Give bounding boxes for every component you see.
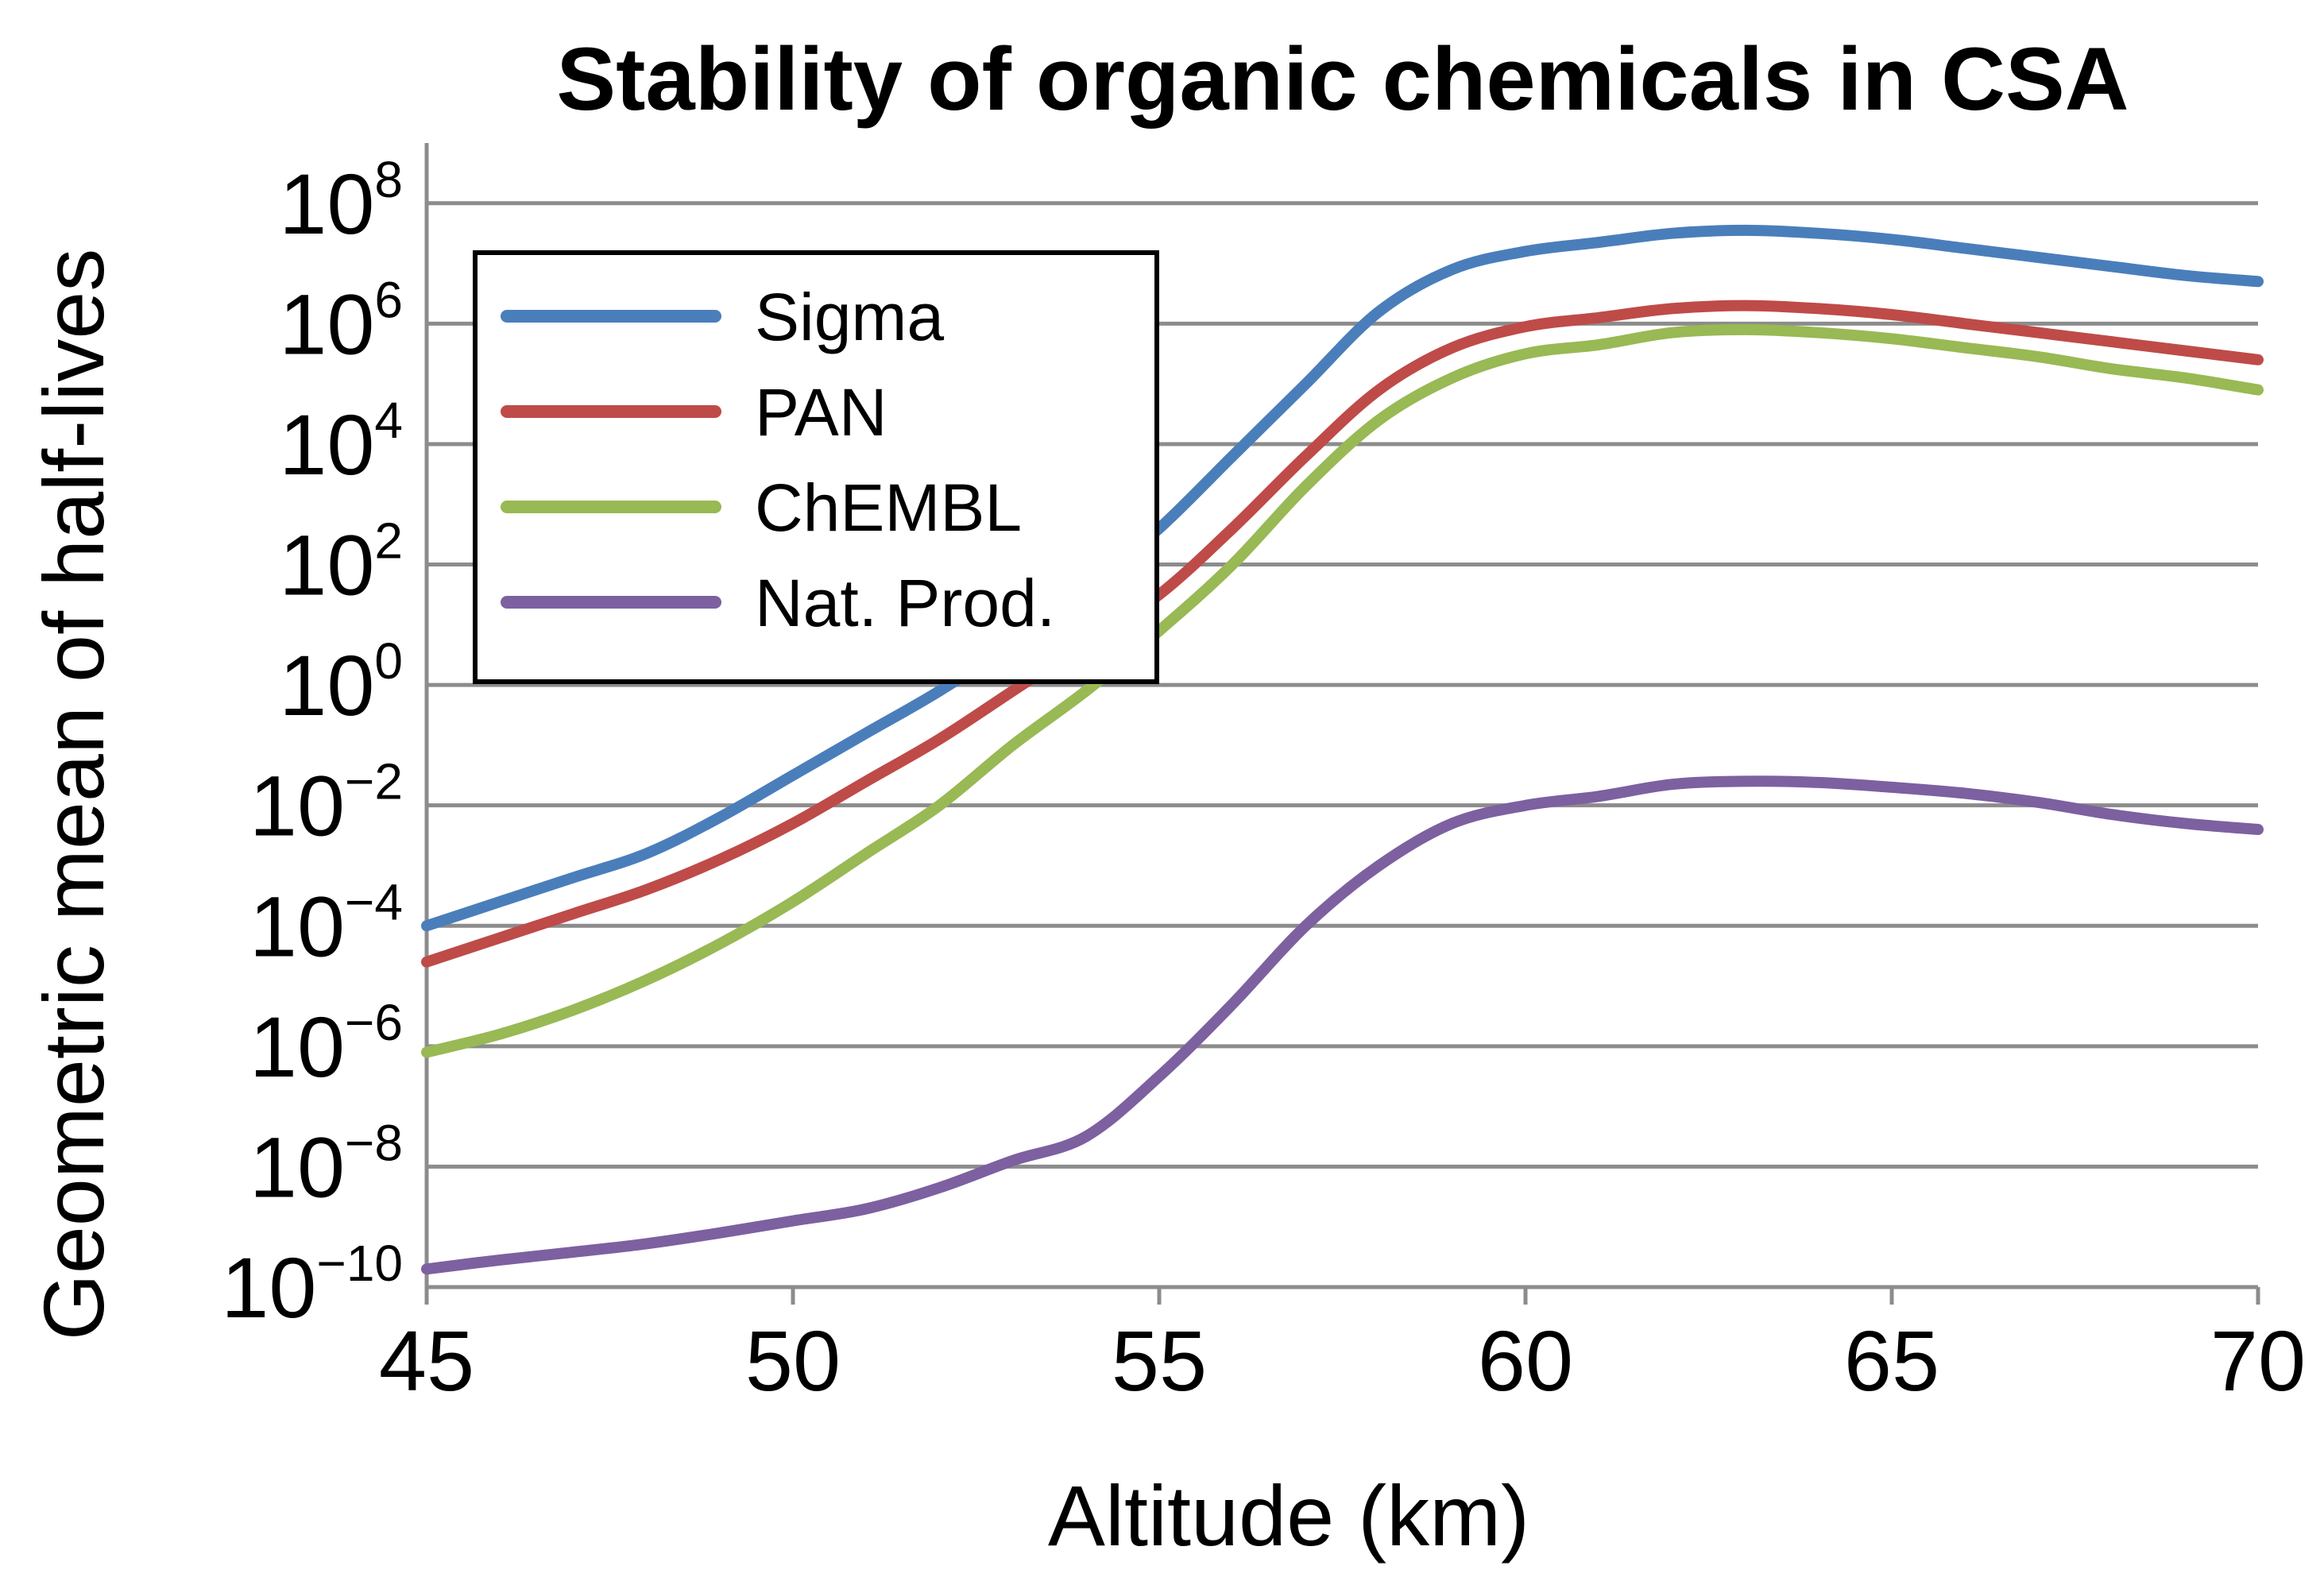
y-tick-label: 10−2 xyxy=(249,753,403,854)
y-tick-label: 108 xyxy=(279,151,403,252)
series-lines xyxy=(421,224,2264,1275)
series-line-pan xyxy=(421,300,2264,968)
x-tick-label: 70 xyxy=(2210,1313,2306,1409)
y-tick-label: 106 xyxy=(279,271,403,372)
series-line-chembl xyxy=(421,323,2264,1058)
legend: Sigma PAN ChEMBL Nat. Prod. xyxy=(473,250,1159,684)
x-tick-label: 65 xyxy=(1844,1313,1939,1409)
y-tick-label: 102 xyxy=(279,512,403,613)
legend-label: ChEMBL xyxy=(755,470,1022,545)
y-tick-label: 10−4 xyxy=(249,873,403,974)
x-tick-label: 55 xyxy=(1112,1313,1207,1409)
y-tick-label: 10−8 xyxy=(249,1114,403,1215)
y-tick-label: 100 xyxy=(279,632,403,733)
tick-labels: 10−10 10−8 10−6 10−4 10−2 100 102 104 106 108 45 50… xyxy=(221,151,2306,1409)
series-line-sigma xyxy=(421,224,2264,932)
y-axis-label: Geometric mean of half-lives xyxy=(25,249,122,1341)
legend-label: PAN xyxy=(755,375,887,450)
x-tick-label: 50 xyxy=(745,1313,841,1409)
legend-box xyxy=(473,250,1159,684)
y-tick-label: 10−6 xyxy=(249,994,403,1095)
y-tick-label: 104 xyxy=(279,392,403,493)
series-line-nat-prod xyxy=(421,775,2264,1275)
x-tick-label: 60 xyxy=(1478,1313,1573,1409)
legend-label: Nat. Prod. xyxy=(755,566,1055,640)
legend-label: Sigma xyxy=(755,280,944,354)
axes xyxy=(424,143,2260,1305)
chart-title: Stability of organic chemicals in CSA xyxy=(556,29,2129,129)
x-axis-label: Altitude (km) xyxy=(1048,1467,1529,1564)
legend-items: Sigma PAN ChEMBL Nat. Prod. xyxy=(501,280,1055,640)
y-tick-label: 10−10 xyxy=(221,1235,403,1336)
x-tick-label: 45 xyxy=(379,1313,474,1409)
